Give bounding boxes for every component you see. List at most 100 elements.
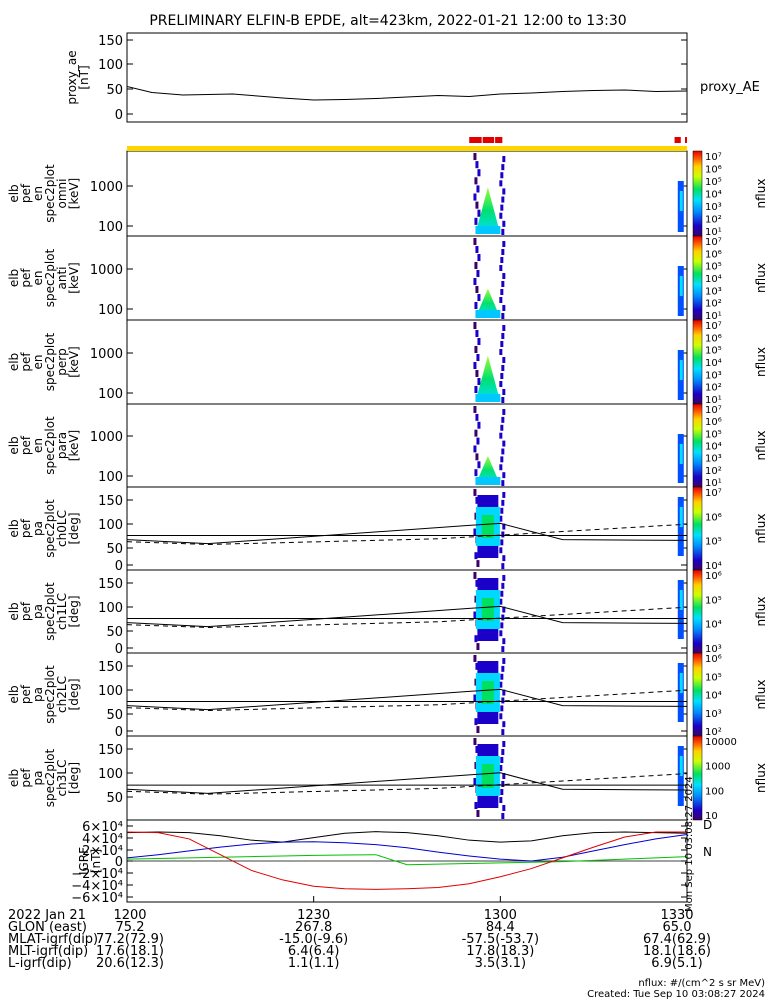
colorbar-tick: 1000 xyxy=(705,762,730,773)
spectrogram-peak xyxy=(481,764,494,788)
colorbar-tick: 10⁶ xyxy=(705,512,722,523)
panel-ylabel-line: [keV] xyxy=(67,430,81,461)
colorbar-tick: 10⁵ xyxy=(705,262,722,273)
spectrogram-speck xyxy=(477,421,481,429)
panel-frame xyxy=(126,319,688,405)
loss-cone-line xyxy=(126,772,688,794)
colorbar-label: nflux xyxy=(754,347,768,377)
spectrogram-speck xyxy=(500,289,504,295)
ytick-label: 100 xyxy=(98,387,123,402)
colorbar-tick: 10⁵ xyxy=(705,177,722,188)
colorbar-tick: 10000 xyxy=(705,737,737,748)
panel-ylabel-line: pef xyxy=(19,684,33,704)
panel-ylabel-line: en xyxy=(31,186,45,201)
colorbar-label: nflux xyxy=(754,597,768,627)
spectrogram-speck xyxy=(501,448,505,455)
spectrogram-speck xyxy=(473,778,477,785)
colorbar-tick: 10³ xyxy=(705,286,722,297)
ytick-label: 100 xyxy=(98,767,123,782)
igrf-black-line xyxy=(126,831,688,843)
spectrogram-speck xyxy=(476,437,480,445)
spectrogram-core xyxy=(475,355,501,402)
spectrogram-speck xyxy=(499,630,503,637)
ytick-label: 1000 xyxy=(90,430,123,445)
pa-dashed-line xyxy=(126,606,688,628)
ytick-label: 1000 xyxy=(90,263,123,278)
orbit-row-value: 1200 xyxy=(113,908,146,923)
ytick-label: 2×10⁴ xyxy=(82,844,123,859)
spectrogram-speck xyxy=(499,713,503,720)
loss-cone-line xyxy=(126,605,688,628)
spectrogram-speck xyxy=(474,802,478,809)
spectrogram-speck xyxy=(500,539,504,546)
spectrogram-speck xyxy=(501,313,505,319)
spectrogram-speck xyxy=(473,278,477,285)
spectrogram-speck xyxy=(474,346,478,353)
colorbar-tick: 10⁴ xyxy=(705,442,722,453)
pa-dashed-line xyxy=(126,773,688,795)
spectrogram-speck xyxy=(475,746,479,753)
spectrogram-speck xyxy=(476,560,480,568)
spectrogram-speck xyxy=(501,697,505,704)
spectrogram-speck xyxy=(474,177,478,185)
colorbar-tick: 10⁷ xyxy=(705,405,722,416)
spectrogram-speck xyxy=(502,440,506,447)
spectrogram-end-core xyxy=(679,276,683,296)
colorbar-tick: 10³ xyxy=(705,709,722,720)
spectrogram-speck xyxy=(500,456,504,463)
spectrogram-speck xyxy=(501,729,505,736)
ytick-label: 150 xyxy=(98,743,123,758)
spectrogram-end-core xyxy=(679,191,683,211)
spectrogram-speck xyxy=(473,489,477,496)
spectrogram-speck xyxy=(476,270,480,277)
spectrogram-speck xyxy=(502,241,506,247)
colorbar-tick: 10² xyxy=(705,466,722,477)
spectrogram-speck xyxy=(473,528,477,536)
panel-ylabel-line: pef xyxy=(19,183,33,203)
colorbar xyxy=(692,319,703,405)
colorbar-label: nflux xyxy=(754,263,768,293)
orbit-row-label: L-igrf(dip) xyxy=(8,956,72,971)
colorbar-tick: 10⁴ xyxy=(705,691,722,702)
ytick-label: 6×10⁴ xyxy=(82,820,123,835)
colorbar-tick: 10⁶ xyxy=(705,333,722,344)
colorbar-tick: 10⁴ xyxy=(705,561,722,572)
spectrogram-speck xyxy=(502,188,506,195)
spectrogram-speck xyxy=(501,646,505,653)
ytick-label: −2×10⁴ xyxy=(71,867,123,882)
spectrogram-speck xyxy=(500,789,504,795)
colorbar-tick: 10⁶ xyxy=(705,417,722,428)
ytick-label: 50 xyxy=(106,625,123,640)
spectrogram-speck xyxy=(500,673,504,680)
panels: proxy_ae[nT]150100500proxy_AEelbpefenspe… xyxy=(7,32,768,906)
orbit-row-label: MLAT-igrf(dip) xyxy=(8,932,98,947)
panel-ylabel-line: [deg] xyxy=(67,596,81,628)
panel-ylabel-line: pef xyxy=(19,518,33,538)
plot-title: PRELIMINARY ELFIN-B EPDE, alt=423km, 202… xyxy=(149,13,626,29)
igrf-red-line xyxy=(126,831,687,890)
panel-ylabel-line: en xyxy=(31,438,45,453)
spectrogram-speck xyxy=(474,262,478,269)
spectrogram-speck xyxy=(502,325,506,331)
spectrogram-speck xyxy=(473,362,477,369)
spectrogram-speck xyxy=(475,662,479,670)
panel-ylabel-line: [keV] xyxy=(67,346,81,377)
spectrogram-speck xyxy=(502,409,506,415)
spectrogram-speck xyxy=(475,201,479,209)
spectrogram-end-core xyxy=(679,444,683,464)
spectrogram-speck xyxy=(502,220,506,227)
orbit-row-value: 1330 xyxy=(660,908,693,923)
panel-ylabel-line: [keV] xyxy=(67,178,81,209)
orbit-row-value: -15.0(-9.6) xyxy=(279,932,348,947)
spectrogram-speck xyxy=(476,185,480,193)
spectrogram-speck xyxy=(473,153,477,161)
ytick-label: 150 xyxy=(98,660,123,675)
panel-ylabel-line: [deg] xyxy=(67,513,81,545)
colorbar-label: nflux xyxy=(754,179,768,209)
colorbar-tick: 10⁶ xyxy=(705,249,722,260)
colorbar-tick: 10⁶ xyxy=(705,654,722,665)
spectrogram-speck xyxy=(475,370,479,377)
